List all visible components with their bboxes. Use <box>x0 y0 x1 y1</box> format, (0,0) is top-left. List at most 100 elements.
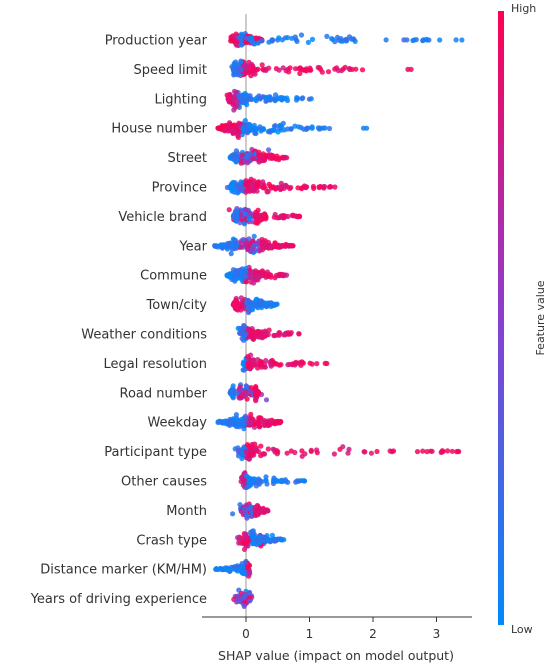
shap-point <box>317 65 323 71</box>
feature-row-2 <box>224 88 314 113</box>
shap-outlier-point <box>424 37 430 43</box>
feature-label: House number <box>111 122 207 137</box>
shap-point <box>278 243 284 249</box>
shap-point <box>274 478 280 484</box>
shap-point <box>229 185 235 191</box>
shap-point <box>216 419 222 425</box>
shap-point <box>276 155 283 161</box>
shap-point <box>346 65 353 72</box>
shap-point <box>260 507 266 513</box>
shap-point <box>231 302 237 308</box>
shap-point <box>237 244 243 250</box>
shap-point <box>242 206 248 212</box>
shap-outlier-point <box>459 37 465 43</box>
feature-row-1 <box>229 58 414 79</box>
shap-point <box>283 68 289 74</box>
colorbar-gradient <box>498 11 504 625</box>
shap-point <box>243 241 249 248</box>
shap-point <box>294 38 300 45</box>
shap-point <box>309 36 316 43</box>
shap-point <box>267 94 273 101</box>
shap-point <box>239 455 245 462</box>
shap-point <box>243 35 249 41</box>
shap-point <box>238 160 244 166</box>
shap-outlier-point <box>316 184 322 190</box>
shap-point <box>234 39 240 45</box>
shap-point <box>245 361 251 367</box>
shap-point <box>420 37 426 43</box>
shap-point <box>231 154 237 160</box>
shap-point <box>261 184 267 190</box>
shap-point <box>257 301 263 307</box>
shap-point <box>256 269 262 275</box>
shap-outlier-point <box>389 449 395 455</box>
shap-point <box>229 37 235 44</box>
shap-point <box>263 214 269 220</box>
feature-row-8 <box>224 264 290 286</box>
shap-point <box>246 96 252 102</box>
shap-point <box>239 152 245 158</box>
shap-point <box>233 298 239 304</box>
colorbar: High Low Feature value <box>498 2 547 636</box>
x-tick-label: 3 <box>433 627 441 641</box>
shap-point <box>253 296 259 302</box>
shap-point <box>250 156 256 162</box>
shap-point <box>287 185 293 192</box>
shap-point <box>265 446 271 452</box>
shap-point <box>258 534 264 540</box>
shap-point <box>226 122 232 128</box>
feature-row-11 <box>240 352 330 373</box>
shap-point <box>231 215 237 221</box>
shap-point <box>348 36 354 42</box>
shap-point <box>259 418 265 424</box>
shap-point <box>239 392 245 398</box>
shap-point <box>326 125 333 132</box>
shap-point <box>302 451 308 457</box>
shap-point <box>258 443 264 449</box>
shap-point <box>250 40 256 46</box>
shap-point <box>283 182 289 189</box>
shap-point <box>242 541 248 547</box>
shap-point <box>242 118 248 124</box>
shap-point <box>225 97 232 103</box>
feature-label: Speed limit <box>134 63 207 78</box>
shap-point <box>276 67 282 73</box>
feature-label: Distance marker (KM/HM) <box>40 563 207 578</box>
shap-point <box>254 220 261 226</box>
shap-point <box>227 274 233 280</box>
shap-point <box>263 397 270 403</box>
shap-point <box>256 93 262 99</box>
shap-point <box>247 125 253 131</box>
shap-point <box>230 128 236 134</box>
shap-point <box>246 185 252 192</box>
shap-point <box>292 449 298 456</box>
feature-label: Road number <box>120 386 208 401</box>
shap-point <box>279 537 285 543</box>
feature-label: Weather conditions <box>81 328 207 343</box>
shap-point <box>213 566 219 572</box>
shap-point <box>233 209 239 215</box>
shap-point <box>255 240 261 246</box>
shap-point <box>298 186 305 192</box>
shap-point <box>264 189 270 195</box>
shap-point <box>258 364 264 370</box>
shap-point <box>235 595 241 601</box>
shap-point <box>262 451 268 457</box>
shap-point <box>250 63 256 69</box>
shap-point <box>256 159 262 165</box>
shap-point <box>258 153 264 159</box>
shap-point <box>225 566 231 572</box>
shap-point <box>235 190 241 196</box>
shap-point <box>284 35 291 41</box>
feature-row-4 <box>227 146 290 166</box>
shap-point <box>240 236 246 243</box>
shap-point <box>239 422 245 428</box>
shap-point <box>253 300 259 306</box>
feature-label: Participant type <box>104 445 207 460</box>
shap-point <box>247 210 254 216</box>
feature-label: Production year <box>105 34 208 49</box>
shap-point <box>285 213 291 220</box>
shap-point <box>251 243 257 249</box>
shap-point <box>267 129 273 135</box>
shap-point <box>250 357 256 363</box>
